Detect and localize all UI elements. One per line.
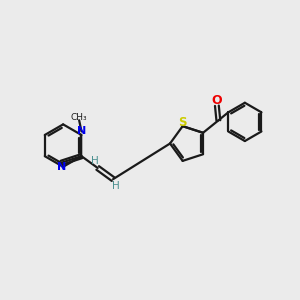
Text: CH₃: CH₃ [71, 113, 88, 122]
Text: S: S [178, 116, 186, 128]
Text: N: N [77, 127, 87, 136]
Text: O: O [212, 94, 222, 107]
Text: H: H [91, 157, 99, 166]
Text: H: H [112, 181, 119, 190]
Text: N: N [57, 162, 67, 172]
